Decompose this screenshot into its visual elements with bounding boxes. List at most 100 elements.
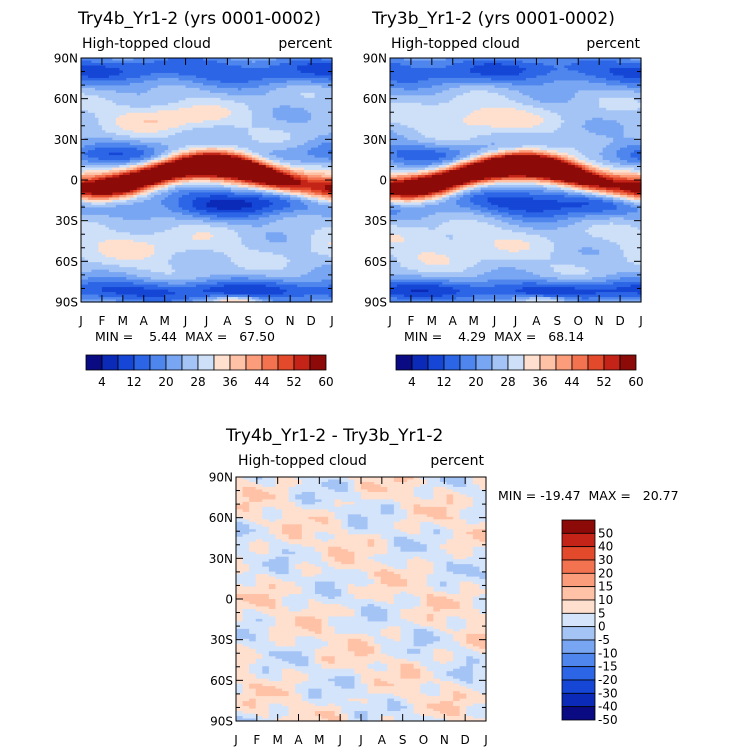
panel2: Try3b_Yr1-2 (yrs 0001-0002) High-topped …: [363, 9, 644, 389]
panel1-cell: [154, 194, 169, 199]
panel2-cell: [459, 85, 496, 89]
panel2-cell: [616, 207, 639, 211]
panel2-cell: [435, 199, 447, 204]
panel2-cell: [390, 80, 398, 84]
panel3-cell: [361, 496, 421, 501]
panel2-cell: [539, 100, 569, 104]
panel3-cell: [282, 678, 309, 682]
panel3-cell: [249, 499, 263, 503]
panel2-cell: [560, 125, 583, 129]
panel2-cell: [567, 212, 628, 216]
panel1-cell: [206, 202, 253, 206]
panel3-cell: [420, 541, 448, 545]
panel1-cell: [286, 199, 302, 204]
panel2-cell: [609, 160, 628, 164]
panel3-cell: [426, 549, 448, 553]
panel3-cell: [268, 713, 290, 717]
panel3-cell: [413, 636, 441, 640]
panel3-cell: [380, 534, 454, 538]
panel2-cell: [560, 180, 565, 184]
panel1-y-tick-label: 90S: [55, 296, 78, 310]
panel3-cell: [413, 486, 434, 491]
panel1-cell: [262, 160, 267, 164]
panel1-cell: [119, 172, 124, 176]
panel3-cell: [236, 479, 250, 483]
panel3-cell: [459, 628, 487, 632]
panel3-cell: [459, 698, 487, 702]
panel3-cell: [453, 501, 474, 505]
panel3-cell: [407, 566, 434, 570]
panel3-cell: [242, 571, 277, 575]
panel1-cell: [286, 167, 291, 171]
panel3-cell: [380, 631, 402, 635]
panel1-cell: [262, 162, 267, 166]
panel3-cell: [321, 594, 342, 598]
panel3-colorbar-label: 50: [598, 526, 613, 540]
panel1-cell: [81, 147, 96, 151]
panel3-cell: [314, 501, 336, 505]
panel1-cell: [258, 249, 312, 253]
panel2-cell: [470, 112, 534, 116]
panel2-cell: [445, 254, 551, 258]
panel1-cell: [81, 75, 89, 79]
panel1-cell: [168, 259, 232, 263]
panel2-cell: [390, 227, 429, 231]
panel2-cell: [634, 150, 642, 154]
panel1-cell: [272, 110, 309, 114]
panel3-cell: [275, 623, 296, 627]
panel3-cell: [420, 713, 448, 717]
panel3-cell: [446, 549, 474, 553]
panel3-cell: [341, 504, 382, 508]
panel3-cell: [236, 571, 244, 575]
panel2-cell: [543, 177, 551, 181]
panel3-cell: [314, 564, 329, 568]
panel3-cell: [255, 661, 290, 665]
panel2-cell: [613, 140, 642, 144]
panel3-cell: [242, 584, 257, 588]
panel1-cell: [189, 192, 235, 196]
panel3-cell: [387, 706, 408, 710]
panel1-cell: [136, 194, 148, 199]
panel3-cell: [347, 549, 388, 553]
panel3-cell: [400, 628, 415, 632]
panel3-cell: [393, 596, 421, 600]
panel1-cell: [81, 192, 93, 196]
panel1-cell: [94, 112, 127, 116]
panel3-cell: [400, 676, 421, 680]
panel3-cell: [236, 506, 250, 510]
panel1-cell: [136, 162, 145, 166]
panel2-cell: [560, 160, 565, 164]
panel1-cell: [244, 152, 253, 156]
panel1-cell: [297, 172, 305, 176]
panel3-cell: [367, 539, 375, 543]
panel2-cell: [390, 277, 558, 281]
panel3-cell: [236, 546, 250, 550]
panel1-cell: [119, 197, 131, 201]
panel3-cell: [453, 636, 467, 640]
panel3-cell: [380, 643, 415, 647]
panel2-cell: [620, 175, 642, 179]
panel3-cell: [314, 581, 336, 585]
panel3-cell: [275, 536, 290, 540]
panel2-cell: [539, 274, 607, 278]
panel1-cell: [192, 155, 232, 159]
panel3-cell: [268, 586, 277, 590]
panel1-cell: [307, 175, 323, 179]
panel1-cell: [105, 65, 242, 69]
panel1-colorbar-label: 36: [222, 375, 237, 389]
panel1-cell: [272, 187, 281, 191]
panel2-cell: [630, 152, 642, 156]
panel3-cell: [433, 516, 454, 520]
panel3-cell: [407, 564, 434, 568]
panel1-cell: [98, 120, 117, 124]
panel1-cell: [321, 264, 333, 268]
panel3-cell: [334, 626, 388, 630]
panel1-cell: [276, 189, 284, 194]
panel3-cell: [328, 623, 421, 627]
panel2-cell: [421, 274, 478, 278]
panel2-cell: [592, 192, 600, 196]
panel2-cell: [456, 189, 461, 194]
panel3-cell: [453, 529, 474, 533]
panel1-cell: [220, 117, 253, 121]
panel2-cell: [449, 219, 478, 223]
